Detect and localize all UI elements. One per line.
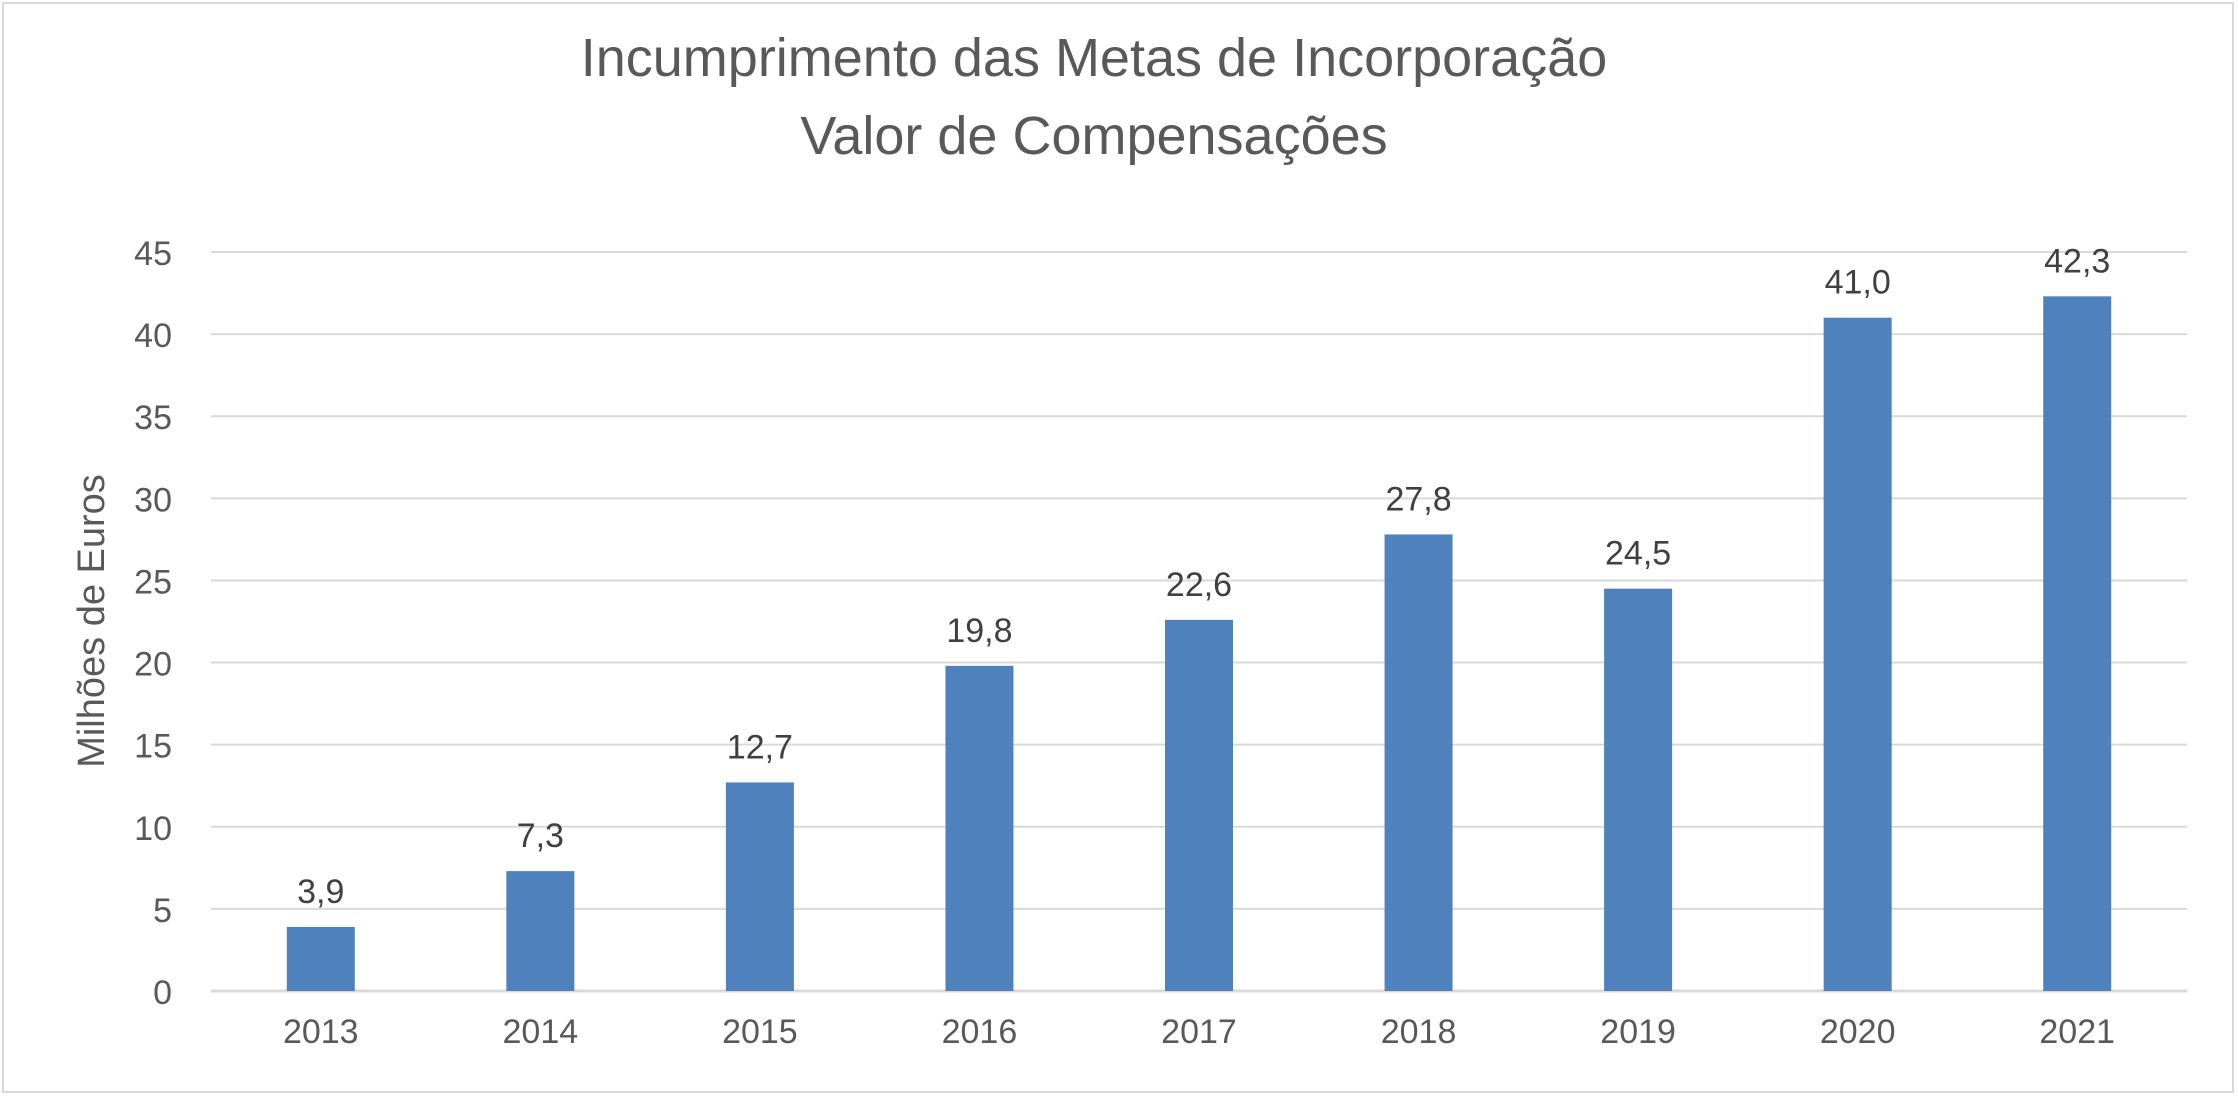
x-tick-label: 2016 (942, 1013, 1018, 1051)
data-label: 24,5 (1605, 535, 1671, 573)
y-tick-label: 20 (134, 646, 172, 684)
x-tick-label: 2018 (1381, 1013, 1457, 1051)
x-tick-label: 2019 (1600, 1013, 1676, 1051)
x-axis-ticks: 2013 2014 2015 2016 2017 2018 2019 2020 2021 (283, 1013, 2115, 1051)
x-tick-label: 2020 (1820, 1013, 1896, 1051)
y-tick-label: 45 (134, 235, 172, 273)
y-axis-label: Milhões de Euros (71, 474, 113, 768)
y-tick-label: 10 (134, 810, 172, 848)
x-tick-label: 2017 (1161, 1013, 1237, 1051)
data-label: 12,7 (727, 728, 793, 766)
data-label: 7,3 (517, 817, 564, 855)
y-tick-label: 5 (153, 892, 172, 930)
x-tick-label: 2014 (503, 1013, 579, 1051)
y-axis-ticks: 0 5 10 15 20 25 30 35 40 45 (134, 235, 172, 1012)
bar (1165, 619, 1233, 991)
x-tick-label: 2015 (722, 1013, 798, 1051)
bar (1604, 588, 1673, 991)
bar (286, 926, 355, 991)
data-label: 3,9 (297, 873, 344, 911)
data-labels: 3,9 7,3 12,7 19,8 22,6 27,8 24,5 41,0 42,3 (297, 242, 2110, 911)
chart-subtitle: Valor de Compensações (800, 106, 1387, 166)
data-label: 27,8 (1385, 480, 1451, 518)
data-label: 19,8 (946, 612, 1012, 650)
bar-chart: Incumprimento das Metas de Incorporação … (71, 28, 2187, 1051)
data-label: 22,6 (1166, 566, 1232, 604)
y-tick-label: 25 (134, 563, 172, 601)
y-tick-label: 30 (134, 481, 172, 519)
bar (2043, 296, 2112, 992)
data-label: 41,0 (1825, 264, 1891, 302)
bar (725, 782, 794, 991)
y-tick-label: 0 (153, 974, 172, 1012)
y-tick-label: 40 (134, 317, 172, 355)
bars (286, 296, 2112, 992)
x-tick-label: 2021 (2039, 1013, 2115, 1051)
bar (506, 871, 575, 991)
x-tick-label: 2013 (283, 1013, 359, 1051)
chart-title: Incumprimento das Metas de Incorporação (581, 28, 1608, 88)
bar (1384, 534, 1453, 991)
bar (1823, 317, 1892, 991)
bar (945, 665, 1014, 991)
y-tick-label: 15 (134, 728, 172, 766)
y-tick-label: 35 (134, 399, 172, 437)
data-label: 42,3 (2044, 242, 2110, 280)
